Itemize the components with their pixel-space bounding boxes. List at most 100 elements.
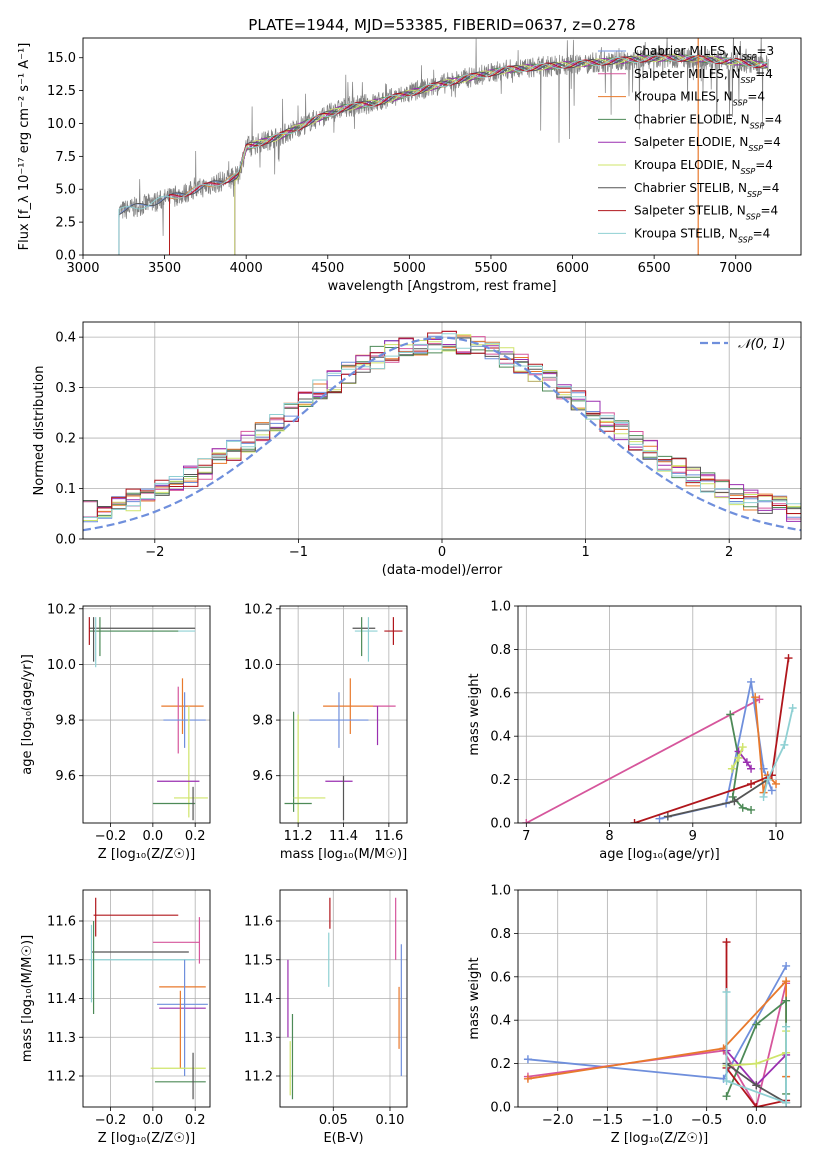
x-axis-label: Z [log₁₀(Z/Z☉)] xyxy=(98,1131,195,1146)
weight-point xyxy=(751,693,760,702)
legend-name: Chabrier MILES, N xyxy=(634,44,742,58)
mass_weight_vs_z-frame xyxy=(517,889,802,1108)
errorbar-point xyxy=(161,678,204,734)
x-tick-label: 8 xyxy=(605,829,613,844)
weight-point xyxy=(772,779,781,788)
legend-sub: SSP xyxy=(748,144,763,153)
mass_vs_z-axes: −0.2 0.0 0.2 11.2 11.3 11.4 11.5 11.6 Z [log₁₀(Z… xyxy=(20,890,210,1146)
legend-name: Chabrier STELIB, N xyxy=(634,181,747,195)
x-tick-label: 2 xyxy=(725,545,733,560)
residuals-frame xyxy=(82,321,802,540)
errorbar-point xyxy=(309,692,369,748)
weight-point xyxy=(755,695,764,704)
weight-point xyxy=(782,977,791,986)
x-tick-label: −0.2 xyxy=(95,829,127,844)
weight-series-chabrier_stelib xyxy=(667,778,769,818)
x-tick-label: 11.6 xyxy=(374,829,403,844)
y-tick-label: 0.4 xyxy=(55,331,76,346)
weight-point xyxy=(742,758,751,767)
mass_vs_ebv-axes: 0.05 0.10 11.2 11.3 11.4 11.5 11.6 E(B-V) xyxy=(244,890,407,1146)
weight-point xyxy=(730,797,739,806)
legend-count: =4 xyxy=(760,204,778,218)
legend-name: Salpeter ELODIE, N xyxy=(634,135,748,149)
legend-name: Kroupa ELODIE, N xyxy=(634,158,741,172)
y-tick-label: 7.5 xyxy=(55,150,76,165)
weight-point xyxy=(752,1081,761,1090)
legend-count: =4 xyxy=(762,181,780,195)
weight-point xyxy=(759,792,768,801)
x-tick-label: 4500 xyxy=(311,261,344,276)
x-tick-label: −0.5 xyxy=(691,1113,723,1128)
legend-sub: SSP xyxy=(738,235,753,244)
legend-entry: Kroupa ELODIE, NSSP=4 xyxy=(634,158,773,176)
age_vs_z-axes: −0.2 0.0 0.2 9.6 9.8 10.0 10.2 Z [log₁₀(Z/Z☉)] a… xyxy=(20,602,210,862)
residual-histogram-salpeter_stelib xyxy=(83,330,801,518)
weight-point xyxy=(726,710,735,719)
x-tick-label: 11.2 xyxy=(284,829,313,844)
weight-point xyxy=(752,1059,761,1068)
legend-sub: SSP xyxy=(750,121,765,130)
weight-point xyxy=(523,1074,532,1083)
weight-point xyxy=(728,792,737,801)
x-tick-label: 0.2 xyxy=(185,1113,206,1128)
weight-point xyxy=(747,677,756,686)
x-axis-label: E(B-V) xyxy=(323,1131,363,1146)
x-tick-label: 0.0 xyxy=(746,1113,767,1128)
y-tick-label: 10.0 xyxy=(244,658,273,673)
y-tick-label: 10.0 xyxy=(47,117,76,132)
weight-point xyxy=(747,779,756,788)
x-tick-label: −1 xyxy=(289,545,308,560)
legend-entry: Salpeter STELIB, NSSP=4 xyxy=(634,204,778,222)
model-line-salpeter_elodie xyxy=(234,54,768,255)
legend-sub: SSP xyxy=(733,98,748,107)
x-tick-label: −1.0 xyxy=(641,1113,673,1128)
y-tick-label: 10.2 xyxy=(47,602,76,617)
x-tick-label: 0.0 xyxy=(143,829,164,844)
y-tick-label: 11.5 xyxy=(244,953,273,968)
y-tick-label: 10.2 xyxy=(244,602,273,617)
legend-entry: 𝒩(0, 1) xyxy=(738,337,785,352)
y-tick-label: 0.6 xyxy=(490,686,511,701)
model-line-kroupa_stelib xyxy=(118,54,768,255)
y-tick-label: 1.0 xyxy=(490,884,511,899)
legend-entry: Salpeter ELODIE, NSSP=4 xyxy=(634,135,781,153)
model-line-salpeter_stelib xyxy=(169,54,767,255)
legend-sub: SSP xyxy=(747,189,762,198)
age_vs_z-frame xyxy=(82,605,211,824)
observed-spectrum xyxy=(118,38,769,236)
weight-point xyxy=(722,938,731,947)
gaussian-curve xyxy=(83,336,801,532)
y-axis-label: mass [log₁₀(M/M☉)] xyxy=(20,935,35,1062)
x-tick-label: 3000 xyxy=(66,261,99,276)
x-tick-label: −2.0 xyxy=(542,1113,574,1128)
errorbar-point xyxy=(163,692,206,748)
weight-point xyxy=(655,814,664,823)
x-tick-label: 6500 xyxy=(638,261,671,276)
weight-point xyxy=(523,1055,532,1064)
weight-point xyxy=(722,987,731,996)
x-axis-label: wavelength [Angstrom, rest frame] xyxy=(328,279,557,294)
y-tick-label: 0.0 xyxy=(490,817,511,832)
y-axis-label: Flux [f_λ 10⁻¹⁷ erg cm⁻² s⁻¹ A⁻¹] xyxy=(17,43,32,251)
weight-point xyxy=(630,819,639,823)
x-tick-label: 6000 xyxy=(556,261,589,276)
y-tick-label: 0.2 xyxy=(490,773,511,788)
y-tick-label: 11.6 xyxy=(47,915,76,930)
x-tick-label: 5000 xyxy=(393,261,426,276)
x-tick-label: 0.05 xyxy=(319,1113,348,1128)
y-axis-label: age [log₁₀(age/yr)] xyxy=(20,654,35,775)
residual-histogram-kroupa_stelib xyxy=(83,333,801,518)
x-axis-label: (data-model)/error xyxy=(382,563,503,578)
weight-point xyxy=(788,703,797,712)
legend-count: =4 xyxy=(763,135,781,149)
legend-count: =4 xyxy=(764,112,782,126)
weight-point xyxy=(782,961,791,970)
spectrum-frame xyxy=(82,37,802,256)
y-tick-label: 0.0 xyxy=(490,1101,511,1116)
y-tick-label: 0.1 xyxy=(55,482,76,497)
legend-sub: SSP xyxy=(746,212,761,221)
legend-count: =4 xyxy=(753,226,771,240)
x-tick-label: −0.2 xyxy=(95,1113,127,1128)
weight-point xyxy=(734,753,743,762)
